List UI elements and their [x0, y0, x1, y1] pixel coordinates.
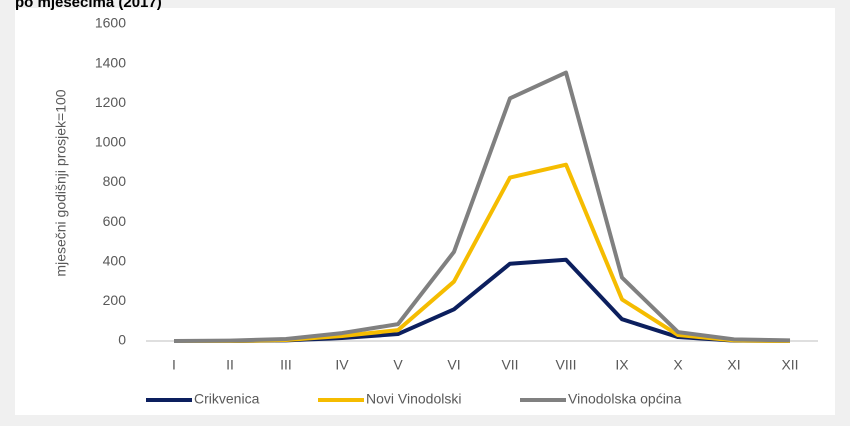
- y-tick-label: 600: [103, 213, 127, 229]
- chart-title: po mjesecima (2017): [15, 0, 162, 11]
- y-tick-label: 0: [118, 332, 126, 348]
- y-tick-label: 400: [103, 252, 127, 268]
- x-tick-label: II: [226, 357, 234, 373]
- x-tick-label: X: [673, 357, 683, 373]
- chart-area: [15, 8, 835, 415]
- y-tick-label: 1400: [95, 54, 126, 70]
- x-tick-label: VII: [501, 357, 518, 373]
- x-tick-label: XI: [727, 357, 740, 373]
- x-tick-label: I: [172, 357, 176, 373]
- legend-label: Crikvenica: [194, 391, 260, 407]
- y-axis-label: mjesečni godišnji prosjek=100: [53, 89, 69, 276]
- x-tick-label: VIII: [555, 357, 576, 373]
- y-tick-label: 800: [103, 173, 127, 189]
- series-line: [173, 70, 791, 343]
- y-tick-label: 1600: [95, 15, 126, 31]
- x-tick-label: V: [393, 357, 403, 373]
- legend-label: Novi Vinodolski: [366, 391, 461, 407]
- x-tick-label: IV: [335, 357, 349, 373]
- y-tick-label: 1000: [95, 134, 126, 150]
- x-tick-label: XII: [781, 357, 798, 373]
- legend-label: Vinodolska općina: [568, 391, 682, 407]
- y-tick-label: 200: [103, 292, 127, 308]
- x-tick-label: III: [280, 357, 292, 373]
- x-tick-label: IX: [615, 357, 629, 373]
- y-tick-label: 1200: [95, 94, 126, 110]
- x-tick-label: VI: [447, 357, 460, 373]
